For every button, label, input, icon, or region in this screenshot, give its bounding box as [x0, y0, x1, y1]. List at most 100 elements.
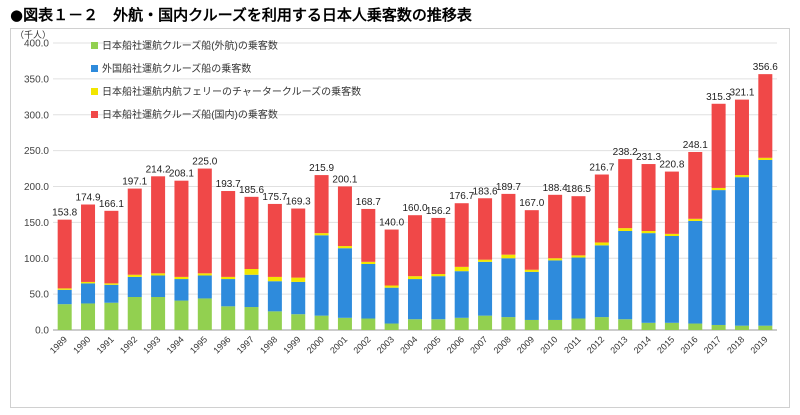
legend-label: 外国船社運航クルーズ船の乗客数	[102, 62, 251, 75]
bar-segment-series-2	[314, 235, 329, 316]
bar-segment-series-1	[548, 319, 563, 330]
total-data-label: 238.2	[613, 147, 638, 158]
bar-segment-series-2	[711, 190, 726, 325]
y-tick-label: 200.0	[24, 182, 49, 193]
bar-segment-series-2	[104, 284, 119, 303]
bar-segment-series-4	[244, 196, 259, 270]
bar-segment-series-4	[174, 180, 189, 277]
total-data-label: 356.6	[753, 62, 778, 73]
bar-segment-series-2	[221, 279, 236, 307]
bar-segment-series-1	[221, 306, 236, 330]
x-tick-label: 1991	[95, 334, 116, 355]
x-tick-label: 1992	[118, 334, 139, 355]
bar-segment-series-3	[758, 157, 773, 160]
total-data-label: 166.1	[99, 199, 124, 210]
x-tick-label: 2014	[632, 334, 653, 355]
bar-segment-series-2	[407, 279, 423, 320]
total-data-label: 225.0	[192, 157, 217, 168]
bar-segment-series-4	[641, 164, 656, 231]
bar-segment-series-4	[454, 203, 469, 267]
bar-segment-series-1	[594, 317, 609, 330]
legend-label: 日本船社運航クルーズ船(外航)の乗客数	[102, 39, 278, 52]
bar-segment-series-4	[314, 175, 329, 234]
bar-segment-series-3	[314, 233, 329, 236]
bar-segment-series-2	[454, 271, 469, 318]
total-data-label: 174.9	[76, 193, 101, 204]
total-data-label: 214.2	[146, 164, 171, 175]
total-data-label: 248.1	[683, 140, 708, 151]
x-tick-label: 2002	[351, 334, 372, 355]
y-tick-label: 250.0	[24, 146, 49, 157]
total-data-label: 189.7	[496, 182, 521, 193]
bar-segment-series-3	[454, 266, 469, 272]
bar-segment-series-1	[734, 325, 749, 330]
bar-segment-series-2	[548, 260, 563, 320]
bar-segment-series-2	[57, 289, 72, 305]
bar-segment-series-3	[618, 228, 633, 231]
bar-segment-series-3	[548, 258, 563, 261]
bar-segment-series-1	[571, 318, 586, 330]
bar-segment-series-3	[431, 274, 446, 277]
total-data-label: 321.1	[729, 88, 754, 99]
bar-segment-series-4	[664, 171, 679, 234]
bar-segment-series-2	[197, 275, 212, 299]
x-tick-label: 2009	[515, 334, 536, 355]
chart-title: ●図表１－２ 外航・国内クルーズを利用する日本人乗客数の推移表	[10, 6, 472, 24]
x-tick-label: 2012	[585, 334, 606, 355]
bars	[57, 74, 773, 330]
total-data-label: 167.0	[519, 198, 544, 209]
x-tick-label: 1989	[48, 334, 69, 355]
x-tick-label: 2004	[398, 334, 419, 355]
total-data-label: 208.1	[169, 169, 194, 180]
bar-segment-series-4	[81, 204, 96, 282]
total-data-label: 200.1	[332, 174, 357, 185]
bar-segment-series-3	[57, 288, 72, 290]
bar-segment-series-3	[664, 233, 679, 237]
bar-segment-series-2	[361, 263, 376, 319]
bar-segment-series-2	[688, 220, 703, 324]
bar-segment-series-1	[314, 315, 329, 330]
bar-segment-series-2	[478, 261, 493, 316]
total-data-label: 197.1	[122, 177, 147, 188]
bar-segment-series-3	[174, 276, 189, 280]
bar-segment-series-3	[337, 246, 352, 249]
bar-segment-series-3	[688, 218, 703, 221]
legend-swatch	[91, 65, 98, 72]
bar-segment-series-3	[478, 259, 493, 262]
x-tick-label: 2010	[538, 334, 559, 355]
x-tick-label: 2015	[655, 334, 676, 355]
bar-segment-series-1	[127, 296, 142, 330]
bar-segment-series-4	[57, 219, 72, 289]
bar-segment-series-3	[151, 273, 166, 276]
bar-segment-series-2	[174, 279, 189, 301]
bar-segment-series-4	[524, 210, 539, 270]
legend-label: 日本船社運航内航フェリーのチャータークルーズの乗客数	[102, 85, 361, 98]
x-axis-ticks: 1989 1990 1991 1992 1993 1994 1995 1996 1997 1998…	[48, 334, 770, 355]
bar-segment-series-3	[221, 276, 236, 280]
total-data-label: 183.6	[473, 186, 498, 197]
bar-segment-series-1	[174, 300, 189, 330]
bar-segment-series-3	[524, 269, 539, 272]
bar-segment-series-1	[337, 317, 352, 330]
bar-segment-series-4	[688, 151, 703, 219]
bar-segment-series-1	[57, 304, 72, 330]
x-tick-label: 2001	[328, 334, 349, 355]
bar-segment-series-2	[758, 159, 773, 326]
bar-segment-series-1	[407, 319, 423, 330]
y-tick-label: 400.0	[24, 39, 49, 50]
x-tick-label: 2011	[562, 334, 583, 355]
total-data-label: 315.3	[706, 92, 731, 103]
legend: 日本船社運航クルーズ船(外航)の乗客数外国船社運航クルーズ船の乗客数日本船社運航…	[91, 39, 361, 121]
total-data-label: 169.3	[286, 197, 311, 208]
bar-segment-series-1	[711, 324, 726, 330]
total-data-label: 160.0	[402, 203, 427, 214]
bar-segment-series-1	[291, 314, 306, 330]
bar-segment-series-1	[104, 302, 119, 330]
bar-segment-series-1	[361, 318, 376, 330]
legend-swatch	[91, 42, 98, 49]
bar-segment-series-1	[641, 322, 656, 330]
bar-segment-series-3	[734, 175, 749, 178]
bar-segment-series-2	[524, 271, 539, 320]
total-data-label: 175.7	[262, 192, 287, 203]
bar-segment-series-1	[618, 319, 633, 330]
